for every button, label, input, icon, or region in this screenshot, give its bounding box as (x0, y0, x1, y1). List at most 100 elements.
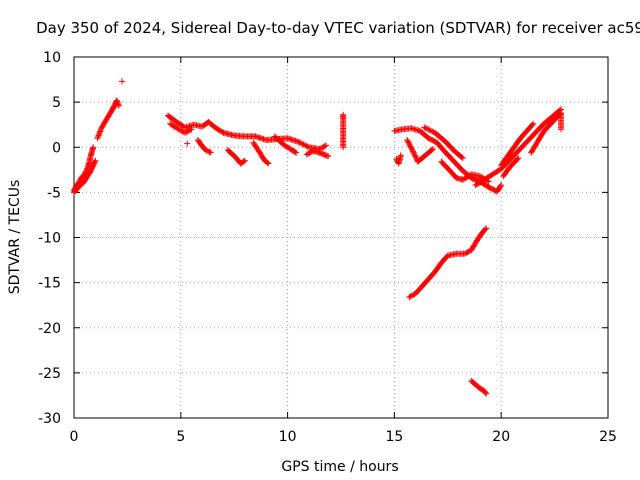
data-point (95, 132, 102, 139)
data-point (98, 125, 105, 132)
data-point (240, 158, 247, 165)
data-point (482, 389, 489, 396)
data-point (175, 126, 182, 133)
data-point (113, 97, 120, 104)
data-point (409, 148, 416, 155)
data-point (407, 143, 414, 150)
x-tick-label: 5 (176, 429, 185, 445)
data-arc (498, 120, 537, 169)
data-point (404, 137, 411, 144)
data-point (515, 155, 522, 162)
data-point (92, 157, 99, 164)
data-point (485, 178, 492, 185)
data-arc (340, 111, 347, 151)
data-point (397, 152, 404, 159)
data-point (319, 144, 326, 151)
data-point (265, 160, 272, 167)
data-point (184, 140, 191, 147)
data-point (321, 143, 328, 150)
data-point (96, 129, 103, 136)
data-point (498, 182, 505, 189)
axis-ticks: 0 5 10 15 20 25 10 5 0 -5 -10 -15 -20 -25 -30 (38, 50, 617, 445)
data-point (483, 225, 490, 232)
data-point (203, 147, 210, 154)
data-arc (224, 146, 248, 167)
data-point (323, 142, 330, 149)
data-arc (164, 112, 330, 153)
data-point (320, 143, 327, 150)
data-point (264, 159, 271, 166)
data-arc (184, 140, 191, 147)
x-axis-label: GPS time / hours (281, 459, 398, 475)
data-point (323, 152, 330, 159)
y-tick-label: 10 (43, 50, 61, 66)
data-point (185, 127, 192, 134)
data-arc (167, 120, 195, 136)
data-point (558, 126, 565, 133)
data-point (94, 135, 101, 142)
data-point (464, 249, 471, 256)
y-tick-label: -20 (38, 321, 61, 337)
data-point (115, 101, 122, 108)
data-point (529, 121, 536, 128)
data-point (408, 145, 415, 152)
data-point (465, 248, 472, 255)
data-point (187, 126, 194, 133)
data-point (241, 157, 248, 164)
y-tick-label: -15 (38, 276, 61, 292)
data-point (304, 143, 311, 150)
data-point (405, 139, 412, 146)
y-tick-label: 0 (52, 140, 61, 156)
data-point (410, 149, 417, 156)
data-arc (303, 147, 332, 160)
data-point (297, 140, 304, 147)
data-point (408, 144, 415, 151)
data-arc (194, 137, 214, 156)
data-point (301, 142, 308, 149)
data-point (95, 133, 102, 140)
data-point (292, 148, 299, 155)
y-tick-label: -10 (38, 231, 61, 247)
data-point (114, 98, 121, 105)
data-arc (250, 139, 272, 167)
data-arc (404, 137, 436, 165)
data-point (412, 153, 419, 160)
data-point (483, 390, 490, 397)
data-arc (271, 133, 300, 156)
x-tick-label: 10 (279, 429, 297, 445)
data-point (459, 155, 466, 162)
data-point (406, 294, 413, 301)
y-tick-label: 5 (52, 95, 61, 111)
data-point (429, 146, 436, 153)
data-arc (438, 158, 492, 185)
data-point (306, 150, 313, 157)
data-point (202, 146, 209, 153)
data-point (530, 120, 537, 127)
chart-title: Day 350 of 2024, Sidereal Day-to-day VTE… (36, 19, 640, 37)
x-tick-label: 20 (492, 429, 510, 445)
data-point (303, 142, 310, 149)
data-point (183, 129, 190, 136)
data-arc (94, 97, 122, 142)
data-point (428, 146, 435, 153)
data-point (497, 183, 504, 190)
grid (74, 57, 608, 418)
data-point (176, 126, 183, 133)
data-point (91, 158, 98, 165)
data-point (96, 131, 103, 138)
data-point (182, 129, 189, 136)
data-point (303, 151, 310, 158)
data-point (205, 148, 212, 155)
data-point (482, 226, 489, 233)
data-arc (391, 125, 505, 195)
data-point (119, 78, 126, 85)
data-point (404, 138, 411, 145)
data-point (300, 141, 307, 148)
data-point (461, 250, 468, 257)
data-point (307, 149, 314, 156)
data-point (463, 250, 470, 257)
data-points (71, 78, 565, 397)
data-point (426, 127, 433, 134)
y-axis-label: SDTVAR / TECUs (7, 180, 23, 295)
